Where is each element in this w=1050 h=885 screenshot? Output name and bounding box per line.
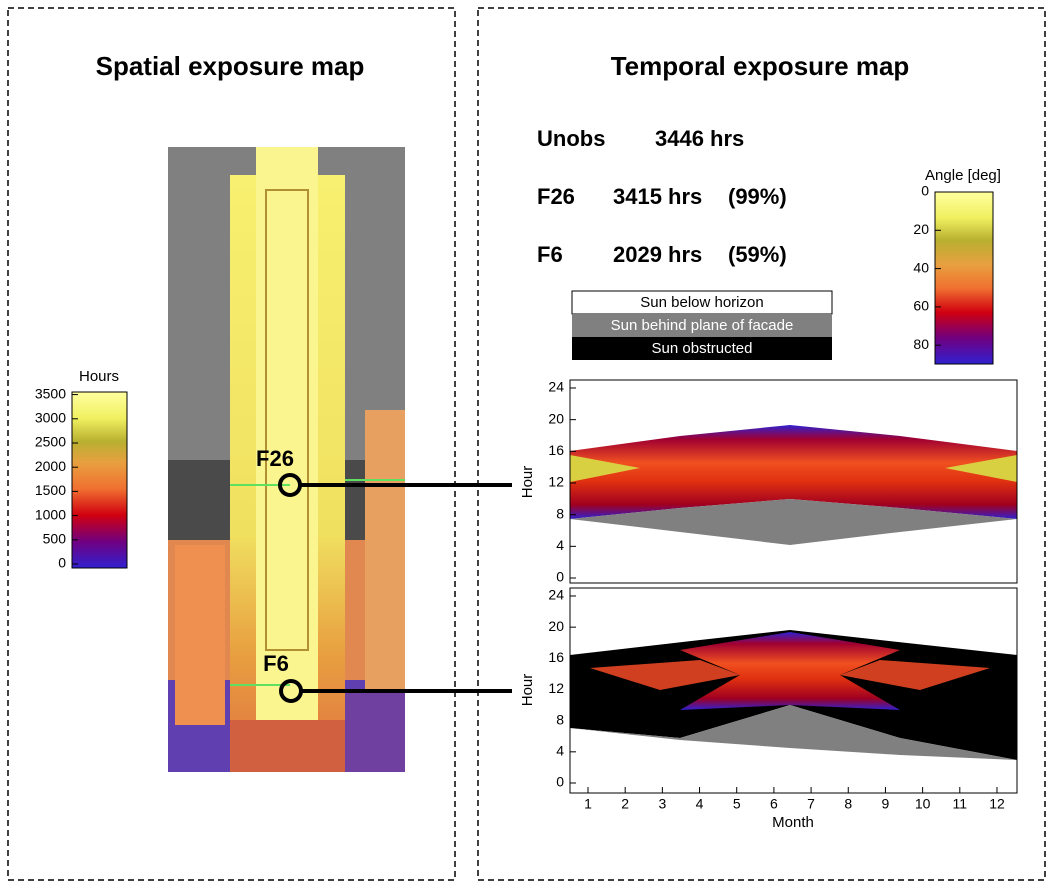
x-axis-label: Month [772, 814, 814, 831]
tick-label: 40 [913, 259, 929, 275]
tick-label: 24 [548, 587, 564, 603]
tick-label: 3000 [35, 410, 66, 426]
tick-label: 2 [621, 796, 629, 812]
left-panel [7, 7, 456, 881]
heatmap-f6 [569, 587, 1018, 794]
tick-label: 60 [913, 298, 929, 314]
tick-label: 16 [548, 649, 564, 665]
stat-label: F6 [537, 242, 563, 267]
angle-colorbar [934, 191, 994, 365]
tick-label: 4 [556, 537, 564, 553]
tick-label: 2500 [35, 434, 66, 450]
hours-ticks: 0 500 1000 1500 2000 2500 3000 3500 [35, 385, 78, 571]
tick-label: 4 [556, 743, 564, 759]
tick-label: 12 [989, 796, 1005, 812]
tick-label: 9 [882, 796, 890, 812]
legend-label: Sun below horizon [640, 294, 763, 311]
tick-label: 8 [844, 796, 852, 812]
legend-swatch [572, 314, 832, 337]
tick-label: 20 [548, 410, 564, 426]
stat-percent: (59%) [728, 242, 787, 267]
tick-label: 16 [548, 442, 564, 458]
legend-label: Sun behind plane of facade [611, 317, 794, 334]
right-panel [477, 7, 1046, 881]
tick-label: 12 [548, 474, 564, 490]
tick-label: 3500 [35, 385, 66, 401]
stat-hours: 3446 hrs [655, 126, 744, 151]
tick-label: 2000 [35, 458, 66, 474]
colorbar-title: Angle [deg] [925, 167, 1001, 184]
tick-label: 20 [913, 221, 929, 237]
tick-label: 12 [548, 680, 564, 696]
tick-label: 0 [556, 569, 564, 585]
tick-label: 5 [733, 796, 741, 812]
heatmap-f26 [569, 379, 1018, 584]
tick-label: 1000 [35, 506, 66, 522]
marker-label: F6 [263, 651, 289, 676]
stat-hours: 2029 hrs [613, 242, 702, 267]
tick-label: 0 [58, 555, 66, 571]
y-axis-label: Hour [519, 674, 536, 707]
tick-label: 7 [807, 796, 815, 812]
temporal-title: Temporal exposure map [611, 51, 910, 81]
spatial-title: Spatial exposure map [96, 51, 365, 81]
angle-ticks: 0 20 40 60 80 [913, 183, 941, 352]
stat-hours: 3415 hrs [613, 184, 702, 209]
tick-label: 0 [556, 774, 564, 790]
tick-label: 6 [770, 796, 778, 812]
tick-label: 3 [658, 796, 666, 812]
colorbar-title: Hours [79, 368, 119, 385]
tick-label: 1 [584, 796, 592, 812]
tick-label: 500 [43, 531, 67, 547]
tick-label: 80 [913, 336, 929, 352]
y-axis-label: Hour [519, 466, 536, 499]
tick-label: 24 [548, 379, 564, 395]
tick-label: 4 [696, 796, 704, 812]
tick-label: 8 [556, 505, 564, 521]
legend-label: Sun obstructed [652, 340, 753, 357]
tick-label: 20 [548, 618, 564, 634]
stat-label: F26 [537, 184, 575, 209]
tick-label: 10 [915, 796, 931, 812]
tick-label: 11 [953, 796, 968, 812]
stat-percent: (99%) [728, 184, 787, 209]
tick-label: 0 [921, 183, 929, 199]
tick-label: 1500 [35, 482, 66, 498]
tick-label: 8 [556, 711, 564, 727]
hours-colorbar [71, 391, 128, 569]
marker-label: F26 [256, 446, 294, 471]
building-render [168, 147, 405, 772]
stat-label: Unobs [537, 126, 605, 151]
legend-swatch [572, 337, 832, 360]
